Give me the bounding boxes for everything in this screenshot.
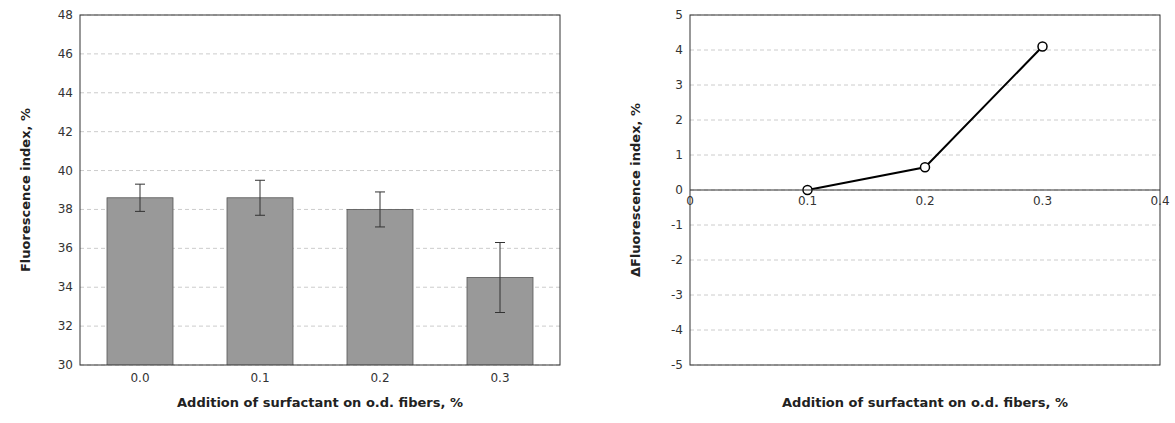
grid-line (690, 190, 1160, 191)
grid-line (690, 120, 1160, 121)
x-axis-line (690, 190, 1160, 191)
error-cap (495, 312, 505, 313)
y-tick-label: 36 (58, 241, 73, 255)
y-tick-label: 3 (675, 78, 683, 92)
point (1038, 42, 1047, 51)
grid-line (80, 131, 560, 132)
y-tick-label: -2 (671, 253, 683, 267)
plot-frame (690, 15, 1160, 365)
line (808, 47, 1043, 191)
error-cap (375, 226, 385, 227)
x-tick-label: 0.2 (370, 371, 389, 385)
x-tick-label: 0.1 (798, 194, 817, 208)
error-cap (495, 242, 505, 243)
grid-line (80, 92, 560, 93)
line-panel: -5-4-3-2-101234500.10.20.30.4Addition of… (628, 8, 1170, 410)
x-tick-label: 0.1 (250, 371, 269, 385)
y-tick-label: 0 (675, 183, 683, 197)
y-tick-label: 48 (58, 8, 73, 22)
error-stem (260, 180, 261, 215)
y-tick-label: -4 (671, 323, 683, 337)
chart: 303234363840424446480.00.10.20.3Addition… (0, 0, 1175, 423)
plot-marks (803, 42, 1047, 195)
y-tick-label: -5 (671, 358, 683, 372)
grid-line (690, 155, 1160, 156)
y-tick-label: 40 (58, 164, 73, 178)
grid-line (80, 53, 560, 54)
plot-marks (107, 180, 533, 365)
y-tick-label: 30 (58, 358, 73, 372)
error-cap (135, 184, 145, 185)
grid-line (690, 225, 1160, 226)
y-tick-label: 32 (58, 319, 73, 333)
x-tick-label: 0.3 (1033, 194, 1052, 208)
error-bar (495, 243, 505, 313)
error-cap (255, 215, 265, 216)
grid-line (690, 85, 1160, 86)
error-cap (375, 191, 385, 192)
y-tick-label: 5 (675, 8, 683, 22)
error-bar (255, 180, 265, 215)
y-tick-label: -1 (671, 218, 683, 232)
x-tick-label: 0.0 (130, 371, 149, 385)
plot-frame (80, 15, 560, 365)
y-tick-label: 46 (58, 47, 73, 61)
error-bar (375, 192, 385, 227)
x-axis-label: Addition of surfactant on o.d. fibers, % (782, 395, 1068, 410)
bar (107, 198, 173, 365)
x-tick-label: 0.2 (915, 194, 934, 208)
error-stem (140, 184, 141, 211)
y-tick-label: 2 (675, 113, 683, 127)
bar (347, 209, 413, 365)
error-stem (380, 192, 381, 227)
grid-line (690, 260, 1160, 261)
y-tick-label: 34 (58, 280, 73, 294)
error-cap (135, 211, 145, 212)
x-tick-label: 0.3 (490, 371, 509, 385)
grid-line (80, 170, 560, 171)
error-cap (255, 180, 265, 181)
y-tick-label: 4 (675, 43, 683, 57)
x-axis-label: Addition of surfactant on o.d. fibers, % (177, 395, 463, 410)
y-tick-label: 1 (675, 148, 683, 162)
error-stem (500, 243, 501, 313)
y-axis-label: ΔFluorescence index, % (628, 103, 643, 277)
grid-line (690, 330, 1160, 331)
y-tick-label: 42 (58, 125, 73, 139)
bar (227, 198, 293, 365)
point (921, 163, 930, 172)
y-tick-label: 44 (58, 86, 73, 100)
grid-line (690, 50, 1160, 51)
y-tick-label: 38 (58, 202, 73, 216)
y-axis-label: Fluorescence index, % (18, 108, 33, 272)
error-bar (135, 184, 145, 211)
grid-line (690, 295, 1160, 296)
y-tick-label: -3 (671, 288, 683, 302)
bar-panel: 30 32 34 36 38 40 42 44 46 48 0.0 0.1 0.2 0.3 Addition… (18, 8, 560, 423)
